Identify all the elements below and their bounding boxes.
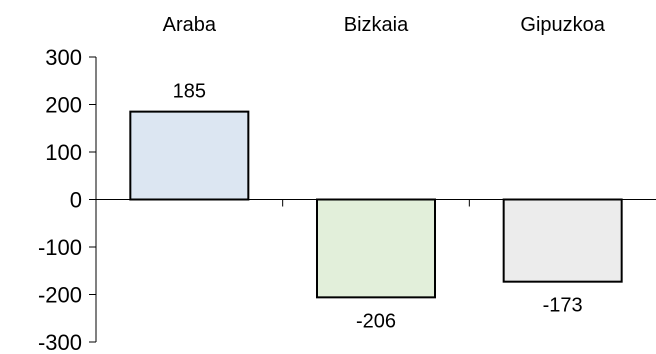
y-tick-label: 0 [70,188,82,213]
bar-bizkaia [316,198,436,299]
category-label: Bizkaia [344,14,409,36]
bar-araba [129,110,250,201]
y-tick-label: 200 [45,93,82,118]
y-tick-label: -100 [38,235,82,260]
category-label: Gipuzkoa [520,14,605,36]
data-label: 185 [173,81,206,103]
category-label: Araba [163,14,217,36]
y-tick-label: 300 [45,45,82,70]
data-label: -173 [543,295,583,317]
data-label: -206 [356,310,396,332]
bar-gipuzkoa [502,198,623,283]
y-tick-label: -200 [38,283,82,308]
y-tick-label: -300 [38,330,82,354]
y-tick-label: 100 [45,140,82,165]
